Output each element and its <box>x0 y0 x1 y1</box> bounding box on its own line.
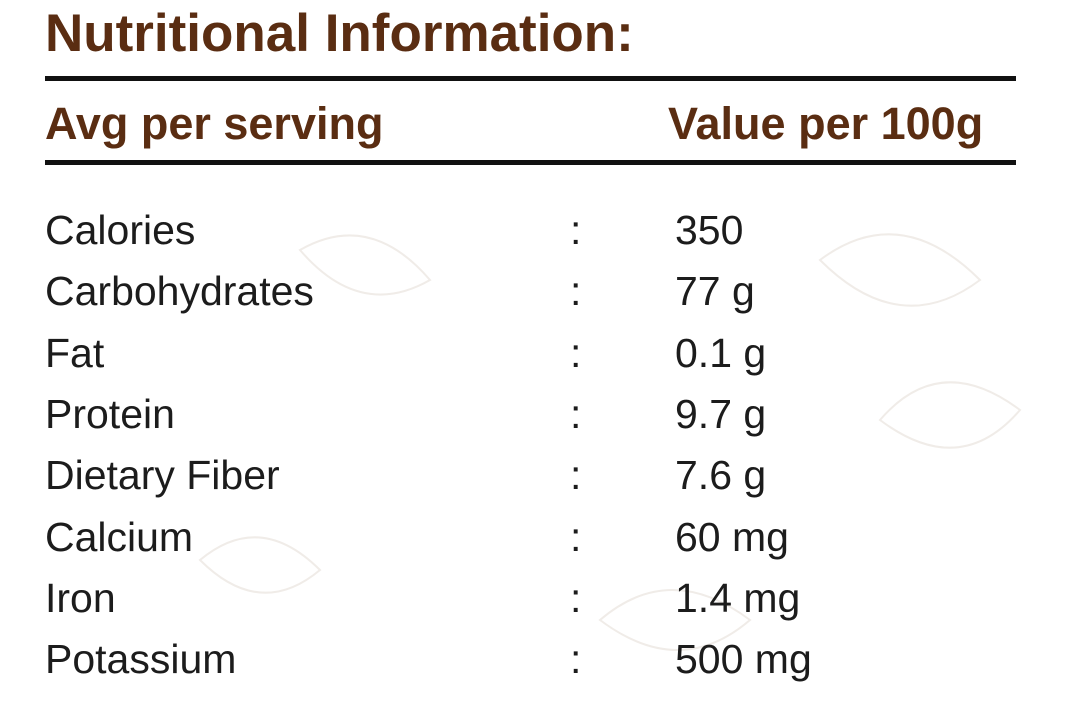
nutrient-name: Calcium <box>45 513 194 560</box>
separator: : <box>570 574 582 621</box>
nutrient-name: Dietary Fiber <box>45 452 280 499</box>
divider <box>45 160 1016 165</box>
nutrient-value: 9.7 g <box>675 390 767 437</box>
nutrient-name: Calories <box>45 207 196 253</box>
separator: : <box>570 207 582 253</box>
nutrient-value: 1.4 mg <box>675 574 801 621</box>
nutrient-name: Fat <box>45 329 105 376</box>
separator: : <box>570 329 582 376</box>
nutrient-name: Potassium <box>45 636 237 683</box>
separator: : <box>570 390 582 437</box>
column-header: Avg per serving <box>45 98 384 149</box>
nutrient-value: 77 g <box>675 268 755 315</box>
separator: : <box>570 636 582 683</box>
nutrient-name: Carbohydrates <box>45 268 314 315</box>
divider <box>45 76 1016 81</box>
separator: : <box>570 513 582 560</box>
separator: : <box>570 268 582 315</box>
nutrient-value: 500 mg <box>675 636 812 683</box>
nutrient-value: 350 <box>675 207 744 253</box>
nutrient-value: 60 mg <box>675 513 789 560</box>
nutrient-value: 7.6 g <box>675 452 767 499</box>
separator: : <box>570 452 582 499</box>
title: Nutritional Information: <box>45 4 634 63</box>
column-header: Value per 100g <box>668 98 984 149</box>
nutrient-name: Iron <box>45 574 116 621</box>
nutrient-value: 0.1 g <box>675 329 767 376</box>
nutrient-name: Protein <box>45 390 175 437</box>
